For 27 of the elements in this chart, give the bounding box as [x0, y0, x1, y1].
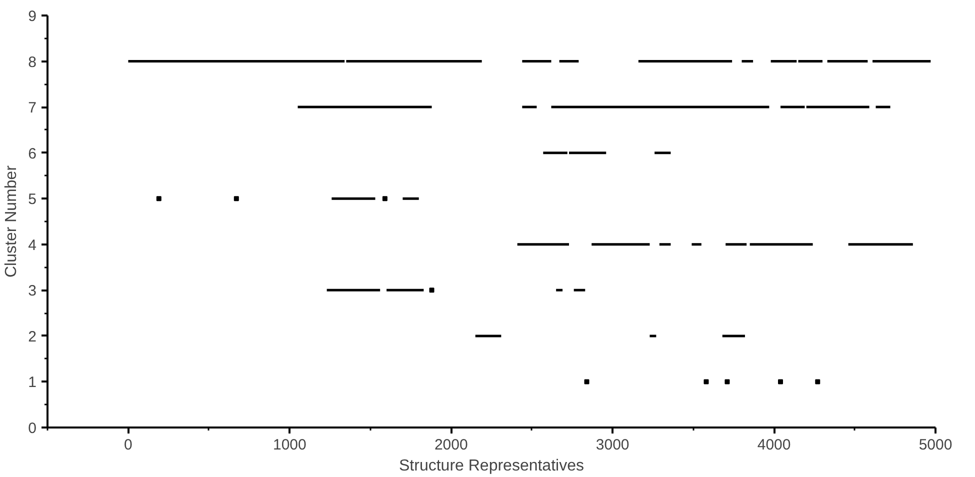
point [724, 379, 730, 384]
y-tick-label: 9 [28, 8, 36, 25]
x-axis-title: Structure Representatives [399, 458, 584, 474]
x-tick-label: 1000 [272, 436, 306, 454]
point [156, 196, 162, 202]
point [778, 379, 784, 384]
y-tick-label: 2 [28, 328, 36, 346]
point [429, 288, 434, 293]
y-tick-label: 8 [28, 54, 36, 71]
y-tick-label: 3 [28, 282, 36, 300]
y-tick-label: 5 [28, 191, 36, 208]
x-tick-label: 2000 [434, 436, 468, 454]
point [234, 196, 239, 202]
y-tick-label: 6 [28, 145, 36, 162]
point [382, 196, 388, 202]
x-tick-label: 0 [124, 436, 132, 454]
point [584, 379, 590, 384]
y-tick-label: 0 [28, 420, 36, 437]
x-tick-label: 3000 [596, 436, 630, 454]
y-tick-label: 1 [28, 374, 36, 392]
x-tick-label: 5000 [918, 436, 952, 454]
x-tick-label: 4000 [757, 436, 791, 454]
y-tick-label: 4 [28, 236, 36, 254]
y-tick-label: 7 [28, 100, 36, 117]
point [704, 379, 709, 384]
point [815, 379, 820, 384]
y-axis-title: Cluster Number [3, 164, 20, 278]
